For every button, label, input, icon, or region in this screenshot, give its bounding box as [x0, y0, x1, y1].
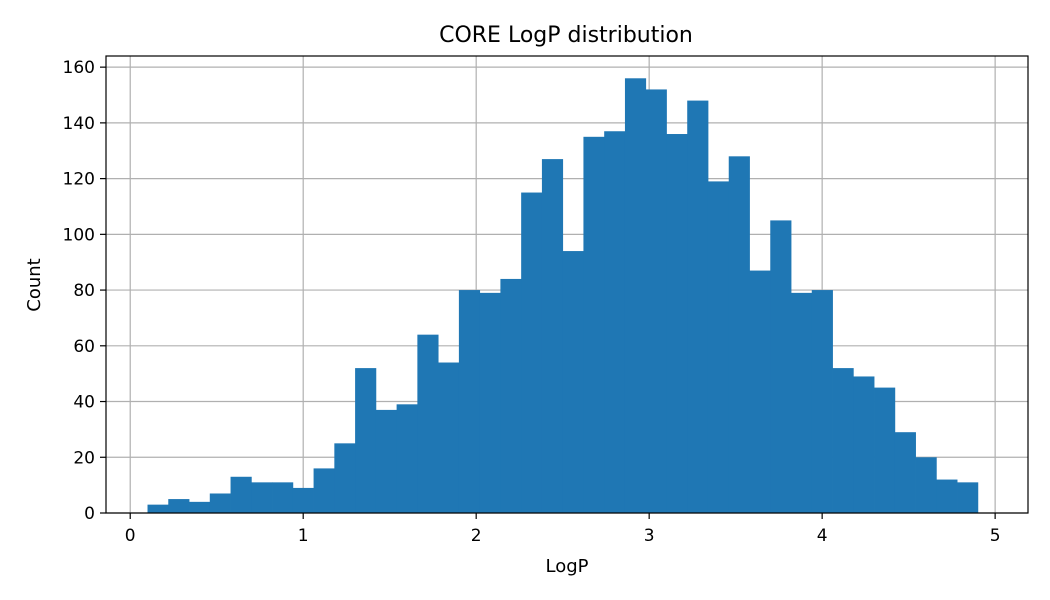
y-tick-label: 60: [73, 337, 95, 357]
histogram-bar: [770, 220, 792, 513]
histogram-bar: [728, 156, 750, 513]
histogram-bar: [168, 499, 190, 513]
x-tick-label: 2: [471, 526, 482, 546]
histogram-bar: [458, 290, 481, 513]
histogram-bar: [396, 404, 418, 513]
histogram-bar: [645, 89, 667, 513]
histogram-bar: [521, 192, 543, 514]
y-tick-label: 80: [73, 281, 95, 301]
y-axis-ticks: 0 20 40 60 80 100 120 140 160: [63, 58, 106, 524]
y-tick-label: 120: [63, 170, 95, 190]
histogram-bar: [479, 292, 501, 513]
x-tick-label: 1: [298, 526, 309, 546]
y-tick-label: 100: [63, 225, 95, 245]
histogram-bar: [209, 493, 231, 513]
histogram-bar: [292, 487, 314, 513]
grid-lines: [106, 56, 1028, 514]
histogram-bar: [272, 482, 294, 513]
histogram-bar: [853, 376, 875, 513]
x-tick-label: 5: [990, 526, 1001, 546]
x-tick-label: 3: [644, 526, 655, 546]
histogram-bar: [749, 270, 771, 513]
histogram-bar: [541, 159, 564, 513]
histogram-bar: [936, 479, 958, 513]
histogram-bar: [583, 136, 605, 513]
histogram-bar: [438, 362, 460, 513]
y-tick-label: 20: [73, 448, 95, 468]
histogram-bar: [562, 251, 584, 513]
histogram-bar: [874, 387, 896, 513]
histogram-bar: [894, 432, 916, 513]
x-axis-ticks: 0 1 2 3 4 5: [125, 513, 1001, 546]
histogram-bar: [147, 504, 169, 513]
histogram-bar: [915, 457, 937, 513]
histogram-bar: [375, 409, 398, 513]
histogram-bar: [604, 131, 626, 514]
histogram-bar: [230, 476, 252, 513]
x-tick-label: 4: [817, 526, 828, 546]
histogram-bar: [334, 443, 356, 513]
histogram-bar: [355, 368, 377, 513]
histogram-bar: [791, 292, 813, 513]
y-tick-label: 140: [63, 114, 95, 134]
x-tick-label: 0: [125, 526, 136, 546]
histogram-bar: [500, 278, 522, 513]
x-axis-label: LogP: [545, 556, 588, 577]
histogram-bar: [832, 368, 854, 513]
histogram-bars: [147, 78, 979, 514]
histogram-bar: [624, 78, 647, 513]
histogram-bar: [417, 334, 439, 513]
histogram-bar: [251, 482, 273, 513]
histogram-bar: [687, 100, 709, 513]
y-tick-label: 160: [63, 58, 95, 78]
histogram-bar: [189, 501, 211, 513]
histogram-bar: [666, 134, 688, 513]
plot-area-frame: [105, 55, 1029, 514]
chart-title: CORE LogP distribution: [439, 23, 693, 48]
histogram-bar: [811, 290, 833, 513]
y-tick-label: 0: [84, 504, 95, 524]
y-axis-label: Count: [24, 258, 45, 311]
histogram-bar: [707, 181, 730, 513]
histogram-bar: [313, 468, 335, 513]
y-tick-label: 40: [73, 393, 95, 413]
histogram-bar: [957, 482, 979, 513]
